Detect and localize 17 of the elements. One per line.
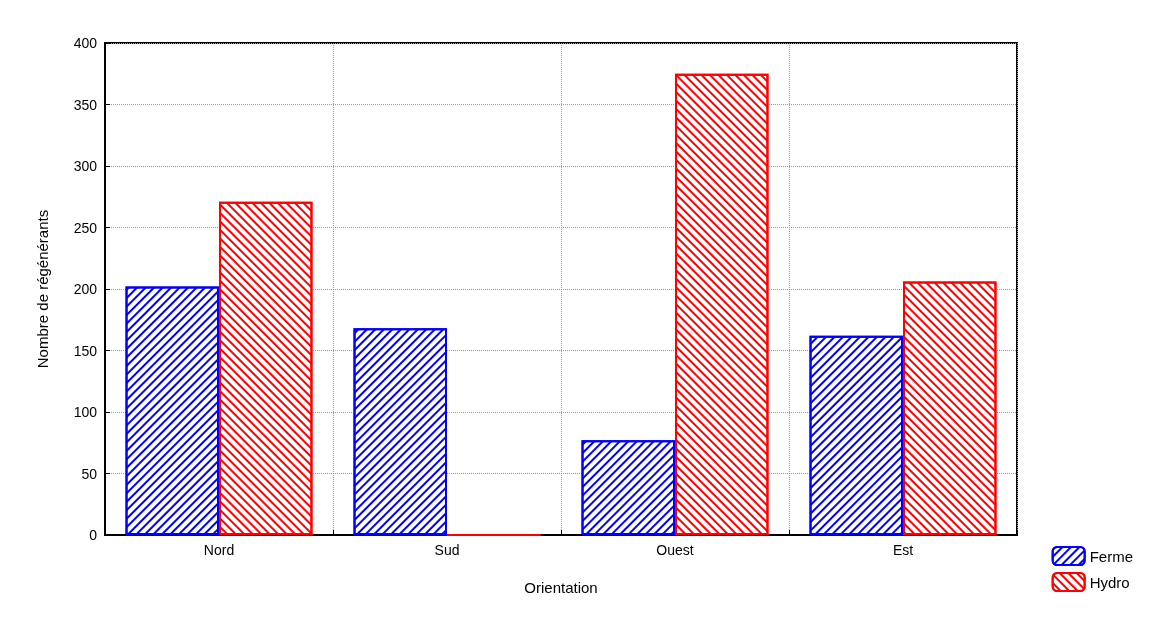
y-tick-label: 0: [89, 527, 98, 543]
y-tick-label: 150: [73, 342, 98, 359]
legend-label: Hydro: [1089, 573, 1130, 591]
legend-label: Ferme: [1089, 547, 1134, 565]
x-tick-label: Ouest: [656, 542, 694, 558]
y-tick-label: 350: [73, 96, 98, 113]
y-tick-label: 200: [73, 281, 98, 297]
y-tick-label: 300: [73, 158, 98, 174]
y-tick-label: 250: [73, 219, 98, 236]
y-tick-label: 400: [73, 35, 98, 51]
y-tick-label: 50: [81, 465, 98, 482]
x-axis-title: Orientation: [524, 579, 598, 596]
x-tick-label: Est: [892, 542, 914, 558]
y-axis-title: Nombre de régénérants: [34, 209, 51, 369]
x-tick-label: Nord: [203, 542, 235, 558]
y-tick-label: 100: [73, 404, 98, 420]
x-tick-label: Sud: [434, 542, 460, 558]
